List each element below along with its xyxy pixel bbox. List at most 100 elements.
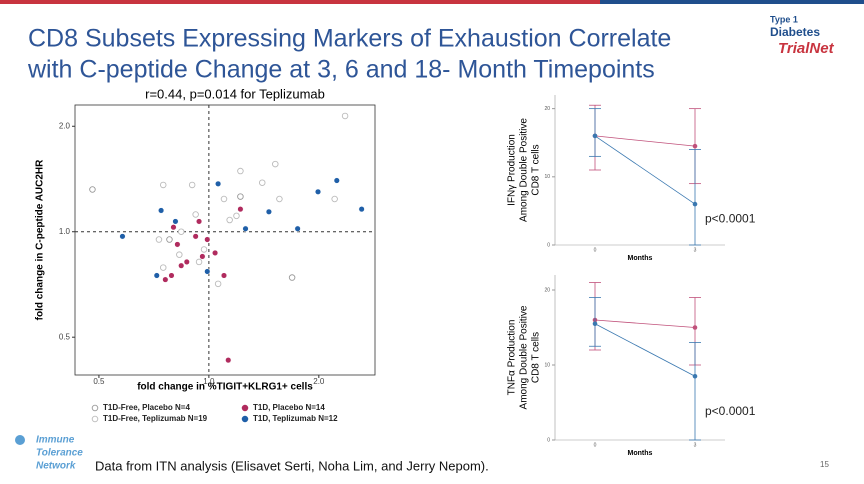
y-tick-label: 2.0 <box>59 121 71 130</box>
chart-title: r=0.44, p=0.014 for Teplizumab <box>145 86 325 101</box>
scatter-point <box>174 241 181 248</box>
scatter-point <box>158 207 165 214</box>
scatter-point <box>199 253 206 260</box>
x-axis-label: Months <box>628 450 653 457</box>
legend-marker <box>241 415 249 423</box>
scatter-point <box>204 236 211 243</box>
point <box>692 143 698 149</box>
y-axis-label: Among Double Positive <box>519 118 530 222</box>
plot-area <box>74 104 376 376</box>
x-tick-label: 2.0 <box>313 377 325 386</box>
scatter-point <box>358 206 365 213</box>
scatter-point <box>341 112 349 120</box>
point <box>592 321 598 327</box>
top-bar-red <box>0 0 600 4</box>
scatter-point <box>195 258 203 266</box>
line <box>594 135 696 147</box>
scatter-point <box>214 280 222 288</box>
scatter-point <box>226 216 233 224</box>
logo-icon <box>15 435 25 445</box>
y-tick-label: 1.0 <box>59 227 71 236</box>
line <box>594 135 696 205</box>
slide-title: with C-peptide Change at 3, 6 and 18- Mo… <box>27 56 655 84</box>
slide-title: CD8 Subsets Expressing Markers of Exhaus… <box>28 25 671 53</box>
top-bar-blue <box>600 0 864 4</box>
point <box>592 133 598 139</box>
scatter-point <box>212 249 219 256</box>
x-tick-label: 3 <box>694 247 697 253</box>
y-tick-label: 20 <box>544 287 550 293</box>
x-tick-label: 0.5 <box>93 377 105 386</box>
annotation: p<0.0001 <box>705 404 756 418</box>
point <box>692 201 698 207</box>
scatter-point <box>220 195 228 203</box>
scatter-point <box>265 208 272 215</box>
annotation: p<0.0001 <box>705 212 756 226</box>
scatter-point <box>183 258 190 265</box>
scatter-point <box>233 212 240 220</box>
point <box>692 373 698 379</box>
scatter-point <box>272 160 279 168</box>
legend-label: T1D-Free, Teplizumab N=19 <box>103 414 208 423</box>
logo-text: Tolerance <box>36 448 83 459</box>
scatter-point <box>153 272 160 279</box>
scatter-point <box>237 193 244 200</box>
scatter-point <box>172 218 179 225</box>
scatter-point <box>258 179 266 186</box>
scatter-point <box>200 246 208 253</box>
legend-marker <box>241 404 249 412</box>
logo-text: TrialNet <box>778 40 835 57</box>
x-tick-label: 3 <box>694 442 697 448</box>
scatter-point <box>294 225 301 232</box>
x-axis-label: Months <box>628 255 653 262</box>
scatter-point <box>168 272 175 279</box>
scatter-point <box>215 180 222 187</box>
y-axis-label: Among Double Positive <box>519 305 530 409</box>
legend-marker <box>91 404 99 412</box>
scatter-point <box>170 224 177 231</box>
scatter-point <box>196 218 203 225</box>
legend-label: T1D, Placebo N=14 <box>253 403 325 412</box>
y-axis-label: TNFα Production <box>507 320 518 396</box>
scatter-point <box>178 262 185 269</box>
legend-label: T1D, Teplizumab N=12 <box>253 414 338 423</box>
scatter-point <box>333 177 340 184</box>
x-tick-label: 1.0 <box>203 377 215 386</box>
page-number: 15 <box>820 460 829 469</box>
x-axis-label: fold change in %TIGIT+KLRG1+ cells <box>137 382 313 393</box>
scatter-point <box>188 181 196 189</box>
scatter-point <box>204 268 211 275</box>
x-tick-label: 0 <box>594 247 597 253</box>
scatter-point <box>119 233 126 240</box>
line <box>594 319 696 328</box>
y-tick-label: 0.5 <box>59 332 71 341</box>
scatter-point <box>225 357 232 364</box>
scatter-point <box>192 211 199 218</box>
point <box>692 325 698 330</box>
scatter-point <box>220 272 228 279</box>
y-tick-label: 10 <box>544 362 550 368</box>
y-axis-label: fold change in C-peptide AUC2HR <box>35 159 46 321</box>
logo-text: Type 1 <box>770 14 798 24</box>
scatter-point <box>162 276 169 283</box>
x-tick-label: 0 <box>594 442 597 448</box>
y-tick-label: 20 <box>544 106 550 112</box>
y-axis-label: CD8 T cells <box>531 144 542 195</box>
scatter-point <box>176 251 183 258</box>
y-tick-label: 10 <box>544 174 550 180</box>
legend-marker <box>91 415 99 423</box>
y-axis-label: IFNγ Production <box>507 134 518 206</box>
scatter-point <box>89 186 96 193</box>
scatter-point <box>159 181 167 189</box>
line <box>594 323 696 377</box>
scatter-point <box>276 195 283 203</box>
y-tick-label: 0 <box>547 437 550 443</box>
scatter-point <box>166 236 173 243</box>
scatter-point <box>331 195 338 203</box>
scatter-point <box>237 167 244 175</box>
scatter-point <box>288 274 296 281</box>
scatter-point <box>242 225 249 232</box>
y-axis-label: CD8 T cells <box>531 332 542 383</box>
logo-text: Diabetes <box>770 25 820 39</box>
